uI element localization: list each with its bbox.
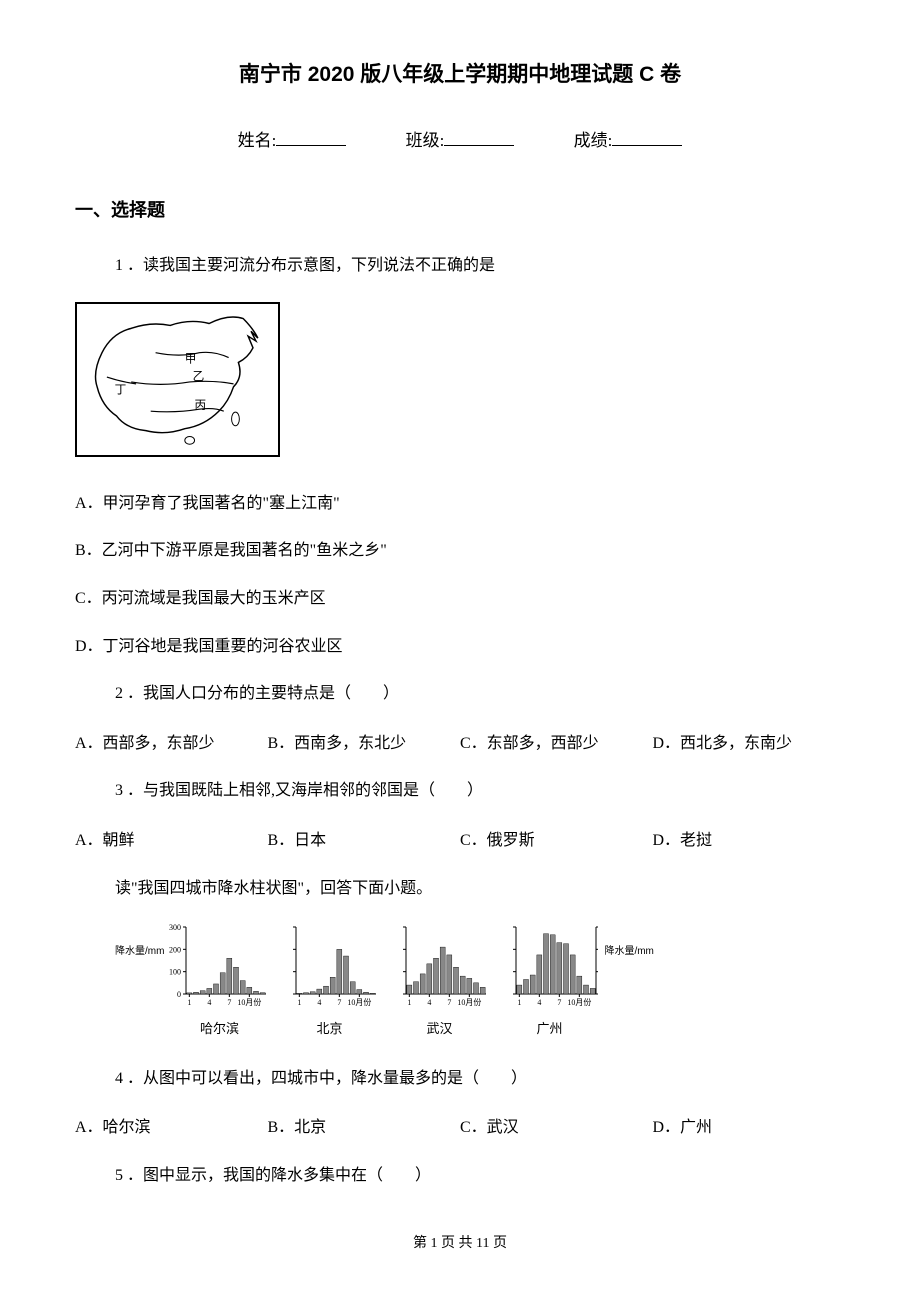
q1-opt-d: D．丁河谷地是我国重要的河谷农业区	[75, 634, 845, 660]
svg-text:10月份: 10月份	[458, 997, 482, 1007]
class-blank	[444, 145, 514, 146]
chart-panel-哈尔滨: 0 100 200 300 1 4 7 10月份哈尔滨	[164, 923, 274, 1039]
question-4: 4 ．从图中可以看出，四城市中，降水量最多的是（ ）	[75, 1066, 845, 1092]
svg-text:4: 4	[318, 998, 322, 1007]
q4-opt-c: C．武汉	[460, 1115, 653, 1141]
score-blank	[612, 145, 682, 146]
chart-city-label: 哈尔滨	[164, 1019, 274, 1040]
chart-intro: 读"我国四城市降水柱状图"，回答下面小题。	[75, 876, 845, 902]
chart-city-label: 武汉	[384, 1019, 494, 1040]
name-blank	[276, 145, 346, 146]
map-label-yi: 乙	[193, 370, 205, 383]
china-map: 甲 乙 丙 丁	[75, 302, 845, 466]
svg-text:10月份: 10月份	[568, 997, 592, 1007]
svg-text:100: 100	[169, 968, 181, 977]
question-1: 1 ．读我国主要河流分布示意图，下列说法不正确的是	[75, 253, 845, 279]
map-label-bing: 丙	[195, 399, 207, 412]
q3-opt-d: D．老挝	[653, 828, 846, 854]
q1-text: 1 ．读我国主要河流分布示意图，下列说法不正确的是	[115, 253, 845, 279]
svg-text:7: 7	[448, 998, 452, 1007]
q2-text: 2 ．我国人口分布的主要特点是（ ）	[115, 681, 845, 707]
info-line: 姓名: 班级: 成绩:	[75, 127, 845, 154]
svg-text:4: 4	[538, 998, 542, 1007]
yaxis-label-right: 降水量/mm	[604, 944, 653, 960]
svg-text:7: 7	[338, 998, 342, 1007]
page-footer: 第 1 页 共 11 页	[75, 1233, 845, 1255]
q4-opt-b: B．北京	[268, 1115, 461, 1141]
chart-panel-武汉: 1 4 7 10月份武汉	[384, 923, 494, 1039]
score-label: 成绩:	[574, 131, 613, 150]
svg-text:300: 300	[169, 923, 181, 932]
q3-opt-a: A．朝鲜	[75, 828, 268, 854]
q2-opt-a: A．西部多，东部少	[75, 731, 268, 757]
svg-text:1: 1	[298, 998, 302, 1007]
q2-opt-d: D．西北多，东南少	[653, 731, 846, 757]
question-5: 5 ．图中显示，我国的降水多集中在（ ）	[75, 1163, 845, 1189]
q2-opt-b: B．西南多，东北少	[268, 731, 461, 757]
chart-panel-北京: 1 4 7 10月份北京	[274, 923, 384, 1039]
svg-text:7: 7	[228, 998, 232, 1007]
q4-text: 4 ．从图中可以看出，四城市中，降水量最多的是（ ）	[115, 1066, 845, 1092]
svg-text:1: 1	[188, 998, 192, 1007]
q2-options: A．西部多，东部少 B．西南多，东北少 C．东部多，西部少 D．西北多，东南少	[75, 731, 845, 757]
svg-text:10月份: 10月份	[348, 997, 372, 1007]
q2-opt-c: C．东部多，西部少	[460, 731, 653, 757]
page-title: 南宁市 2020 版八年级上学期期中地理试题 C 卷	[75, 58, 845, 92]
q3-opt-b: B．日本	[268, 828, 461, 854]
q1-opt-a: A．甲河孕育了我国著名的"塞上江南"	[75, 491, 845, 517]
q1-opt-c: C．丙河流域是我国最大的玉米产区	[75, 586, 845, 612]
q3-opt-c: C．俄罗斯	[460, 828, 653, 854]
map-label-ding: 丁	[115, 384, 127, 397]
precipitation-charts: 降水量/mm 010020030014710月份哈尔滨14710月份北京1471…	[75, 923, 845, 1039]
q3-text: 3 ．与我国既陆上相邻,又海岸相邻的邻国是（ ）	[115, 778, 845, 804]
svg-text:1: 1	[408, 998, 412, 1007]
yaxis-label-left: 降水量/mm	[115, 944, 164, 960]
q4-options: A．哈尔滨 B．北京 C．武汉 D．广州	[75, 1115, 845, 1141]
question-2: 2 ．我国人口分布的主要特点是（ ）	[75, 681, 845, 707]
question-3: 3 ．与我国既陆上相邻,又海岸相邻的邻国是（ ）	[75, 778, 845, 804]
class-label: 班级:	[406, 131, 445, 150]
china-rivers-map: 甲 乙 丙 丁	[75, 302, 280, 457]
svg-text:4: 4	[428, 998, 432, 1007]
svg-text:4: 4	[208, 998, 212, 1007]
chart-city-label: 广州	[494, 1019, 604, 1040]
name-label: 姓名:	[238, 131, 277, 150]
q5-text: 5 ．图中显示，我国的降水多集中在（ ）	[115, 1163, 845, 1189]
svg-text:0: 0	[177, 990, 181, 999]
svg-text:7: 7	[558, 998, 562, 1007]
svg-text:200: 200	[169, 945, 181, 954]
q1-opt-b: B．乙河中下游平原是我国著名的"鱼米之乡"	[75, 538, 845, 564]
chart-city-label: 北京	[274, 1019, 384, 1040]
q3-options: A．朝鲜 B．日本 C．俄罗斯 D．老挝	[75, 828, 845, 854]
section-heading: 一、选择题	[75, 196, 845, 225]
charts-holder: 010020030014710月份哈尔滨14710月份北京14710月份武汉01…	[164, 923, 604, 1039]
q4-opt-a: A．哈尔滨	[75, 1115, 268, 1141]
q4-opt-d: D．广州	[653, 1115, 846, 1141]
svg-text:10月份: 10月份	[238, 997, 262, 1007]
chart-panel-广州: 010020030014710月份广州	[494, 923, 604, 1039]
svg-text:1: 1	[518, 998, 522, 1007]
map-label-jia: 甲	[185, 353, 197, 366]
